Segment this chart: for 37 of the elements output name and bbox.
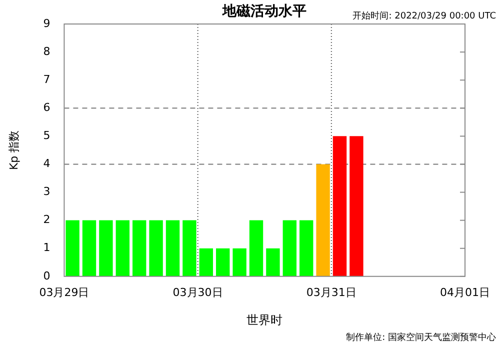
x-axis-title: 世界时	[246, 312, 283, 327]
bar	[332, 136, 347, 276]
bar	[266, 248, 280, 276]
x-tick-label: 03月30日	[172, 286, 223, 299]
bar	[350, 136, 364, 276]
y-tick-label: 8	[43, 44, 50, 58]
bar	[132, 220, 146, 276]
y-tick-label: 6	[43, 100, 50, 114]
y-axis-title: Kp 指数	[7, 130, 20, 170]
y-tick-label: 3	[43, 185, 50, 198]
y-tick-label: 1	[43, 241, 50, 254]
y-tick-label: 4	[43, 157, 50, 170]
bar	[149, 220, 163, 276]
bar	[182, 220, 196, 276]
y-tick-label: 2	[43, 213, 50, 226]
chart-title: 地磁活动水平	[222, 4, 307, 20]
y-tick-label: 0	[43, 269, 50, 282]
bar	[282, 220, 296, 276]
bar	[216, 248, 230, 276]
bar	[82, 220, 96, 276]
y-tick-label: 7	[43, 72, 50, 86]
bar	[199, 248, 213, 276]
bar	[249, 220, 264, 276]
bar	[316, 164, 330, 276]
text: 制作单位: 国家空间天气监测预警中心	[346, 332, 496, 343]
chart-subtitle: 开始时间: 2022/03/29 00:00 UTC	[352, 10, 496, 22]
x-tick-label: 03月29日	[39, 286, 90, 299]
bar	[99, 220, 113, 276]
y-tick-label: 5	[43, 129, 50, 142]
bar	[66, 220, 80, 276]
x-tick-label: 03月31日	[306, 286, 356, 299]
y-tick-label: 9	[43, 16, 50, 30]
bar	[232, 248, 246, 276]
x-tick-label: 04月01日	[440, 286, 490, 299]
bar	[166, 220, 180, 276]
bar	[300, 220, 314, 276]
bar	[116, 220, 130, 276]
